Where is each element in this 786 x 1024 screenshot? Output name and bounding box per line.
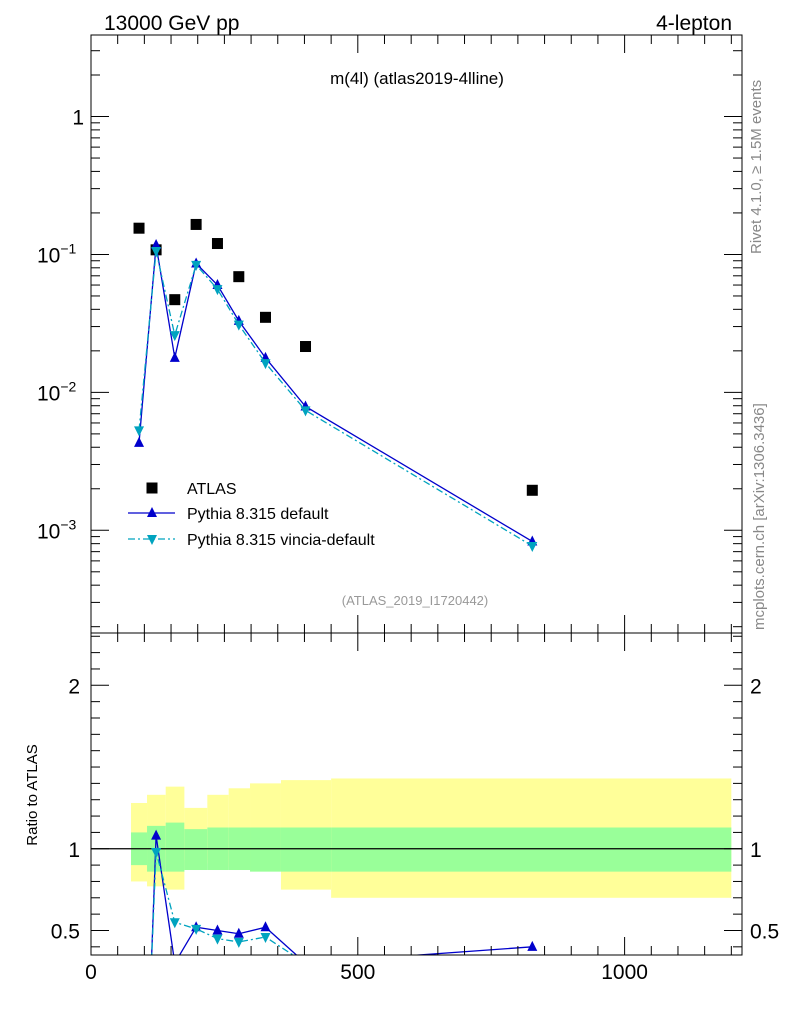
legend-marker <box>147 507 157 517</box>
mc-point-2 <box>300 406 311 417</box>
ratio-point-1 <box>301 957 311 967</box>
ratio-y-tick-label-right: 2 <box>750 675 762 698</box>
mc-point-1 <box>151 239 162 250</box>
channel-label: 4-lepton <box>656 12 732 35</box>
main-axis-ticks: 110−110−210−3 <box>37 35 742 633</box>
ratio-point-2 <box>169 918 180 929</box>
atlas-data-point <box>190 218 202 230</box>
mc-point-2 <box>134 426 145 437</box>
y-tick-exponent: −3 <box>60 516 76 532</box>
ratio-point-1 <box>212 924 223 935</box>
x-tick-label: 0 <box>85 961 97 984</box>
ratio-point-2 <box>260 933 271 944</box>
ratio-y-tick-label-right: 1 <box>750 839 762 862</box>
stat-band-inner <box>184 829 208 871</box>
y-tick-label: 10−2 <box>37 378 77 405</box>
ratio-point-2 <box>212 934 223 945</box>
legend-entry-label: Pythia 8.315 vincia-default <box>187 532 375 549</box>
ratio-point-1 <box>170 957 180 967</box>
stat-band-inner <box>280 827 332 872</box>
ratio-point-1 <box>151 829 162 840</box>
ratio-point-2 <box>191 924 202 935</box>
y-tick-base: 10 <box>37 520 60 543</box>
legend: ATLAS Pythia 8.315 default Pythia 8.315 vi… <box>128 481 375 549</box>
y-tick-exponent: −2 <box>60 378 76 394</box>
mc-point-2 <box>233 320 244 331</box>
ratio-frame <box>90 632 743 956</box>
ratio-y-tick-label: 2 <box>68 675 80 698</box>
atlas-data-point <box>526 484 538 496</box>
mc-point-2 <box>169 331 180 342</box>
stat-band-inner <box>250 827 281 872</box>
stat-band-inner <box>331 827 732 872</box>
mc-point-1 <box>169 351 180 362</box>
analysis-tag: (ATLAS_2019_I1720442) <box>342 593 488 608</box>
y-tick-label: 10−1 <box>37 240 77 267</box>
series-line-2 <box>138 250 533 547</box>
ratio-series <box>151 829 538 969</box>
atlas-data-point <box>233 271 245 283</box>
mc-point-2 <box>260 359 271 370</box>
mc-point-2 <box>151 246 162 257</box>
ratio-y-tick-label: 1 <box>68 839 80 862</box>
x-tick-label: 500 <box>340 961 375 984</box>
legend-marker <box>146 482 158 494</box>
rivet-version-label: Rivet 4.1.0, ≥ 1.5M events <box>748 80 765 254</box>
ratio-point-1 <box>527 940 538 951</box>
main-series <box>133 218 538 552</box>
atlas-data-point <box>211 238 223 250</box>
energy-label: 13000 GeV pp <box>104 12 239 35</box>
x-tick-label: 1000 <box>601 961 648 984</box>
ratio-point-2 <box>151 848 162 859</box>
ratio-uncertainty-bands <box>91 778 742 898</box>
y-tick-base: 10 <box>37 382 60 405</box>
ratio-y-tick-label: 0.5 <box>51 920 80 943</box>
ratio-y-tick-label-right: 0.5 <box>750 920 779 943</box>
y-tick-label: 1 <box>72 107 84 130</box>
atlas-data-point <box>133 222 145 234</box>
ratio-line-2 <box>151 851 295 955</box>
mcplots-reference-label: mcplots.cern.ch [arXiv:1306.3436] <box>751 403 768 630</box>
mc-point-2 <box>212 285 223 296</box>
atlas-data-point <box>259 311 271 323</box>
ratio-point-2 <box>301 959 311 969</box>
ratio-point-1 <box>233 927 244 938</box>
plot-title: m(4l) (atlas2019-4lline) <box>330 69 504 88</box>
mc-point-2 <box>527 541 538 552</box>
stat-band-inner <box>165 822 185 872</box>
ratio-point-2 <box>233 937 244 948</box>
y-tick-label: 10−3 <box>37 516 77 543</box>
ratio-point-1 <box>260 921 271 932</box>
legend-marker <box>147 535 157 545</box>
mc-point-1 <box>134 436 145 447</box>
mc-point-2 <box>191 260 202 271</box>
y-tick-exponent: −1 <box>60 240 76 256</box>
atlas-data-point <box>169 294 181 306</box>
legend-entry-label: ATLAS <box>187 481 237 498</box>
y-tick-base: 10 <box>37 244 60 267</box>
legend-entry-label: Pythia 8.315 default <box>187 506 329 523</box>
ratio-y-axis-label: Ratio to ATLAS <box>24 744 41 845</box>
ratio-axis-ticks: 0.5 0.5 1 1 2 2 0 500 1000 <box>51 633 779 984</box>
atlas-data-point <box>300 341 312 353</box>
